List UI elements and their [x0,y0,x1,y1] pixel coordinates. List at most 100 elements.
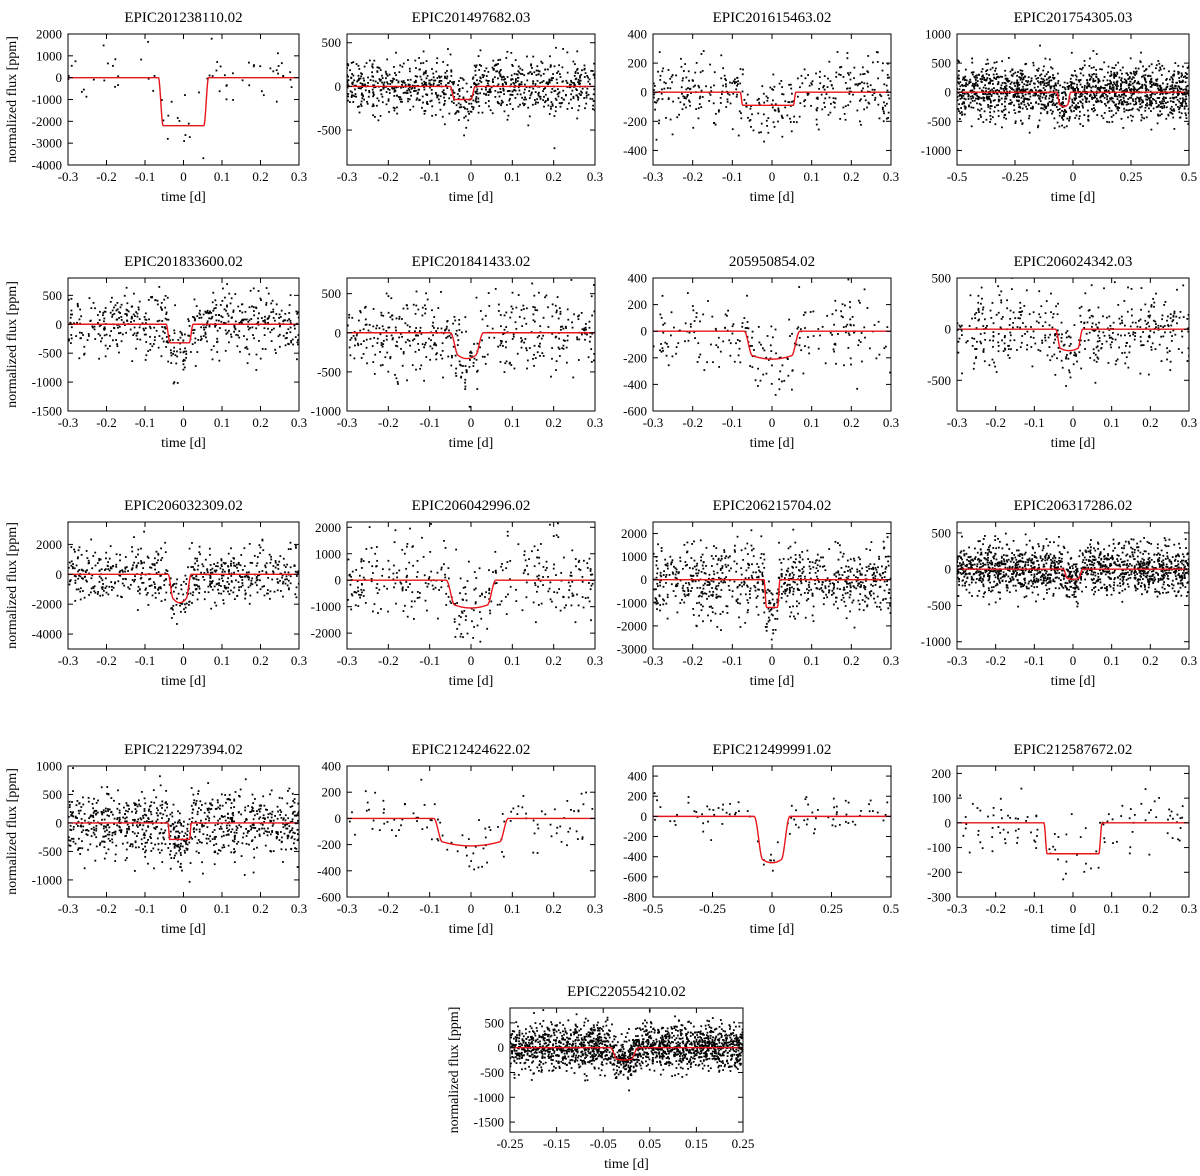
data-point [484,102,487,104]
data-point [182,368,185,371]
data-point [435,344,438,347]
data-point [867,71,870,74]
data-point [264,348,267,350]
data-point [993,110,996,113]
data-point [92,586,95,588]
data-point [208,74,211,77]
data-point [1005,77,1008,80]
data-point [553,65,556,68]
data-point [1102,331,1105,334]
data-point [173,346,176,349]
data-point [402,351,405,353]
data-point [476,370,478,373]
data-point [959,81,962,84]
data-point [453,95,456,98]
data-point [103,317,106,320]
data-point [506,118,509,121]
data-point [981,78,984,81]
data-point [524,83,526,86]
data-point [593,284,595,286]
data-point [404,91,407,94]
data-point [398,336,400,339]
data-point [241,322,243,324]
data-point [464,107,466,110]
data-point [967,95,970,98]
data-point [492,67,495,70]
data-point [1132,115,1134,118]
data-point [162,340,165,343]
data-point [593,353,595,355]
data-point [859,120,861,123]
data-point [1127,286,1129,289]
data-point [456,334,459,337]
data-point [1131,321,1134,324]
data-point [1171,93,1174,96]
data-point [982,350,985,352]
data-point [972,84,974,87]
data-point [1081,98,1084,101]
data-point [494,288,497,290]
data-point [125,286,128,289]
data-point [387,295,390,298]
data-point [1150,77,1153,80]
data-point [847,72,849,75]
data-point [1043,82,1046,85]
data-point [466,108,469,110]
data-point [556,82,559,84]
data-point [556,88,559,91]
data-point [957,96,959,98]
data-point [470,110,473,113]
data-point [1174,333,1177,336]
data-point [491,80,494,83]
data-point [1017,71,1019,73]
data-point [182,363,185,366]
data-point [431,325,434,327]
data-point [559,313,562,315]
data-point [173,329,176,332]
data-point [237,334,239,337]
data-point [371,66,374,69]
data-point [1106,84,1108,87]
data-point [579,76,581,79]
data-point [206,571,209,574]
data-point [981,75,983,78]
data-point [1019,326,1022,329]
data-point [171,338,174,341]
data-point [580,311,583,314]
data-point [146,555,149,558]
data-point [145,322,147,325]
data-point [365,323,368,326]
data-point [1134,100,1137,103]
data-point [819,82,822,85]
data-point [1103,92,1106,95]
data-point [820,93,823,96]
data-point [777,107,780,110]
data-point [445,327,448,330]
data-point [1047,81,1050,84]
data-point [1178,81,1181,84]
data-point [416,97,419,100]
data-point [449,53,452,56]
data-point [818,87,821,90]
data-point [469,359,471,361]
data-point [558,307,561,310]
panel-title: EPIC201497682.03 [412,10,531,26]
data-point [438,101,441,104]
data-point [202,313,205,316]
data-point [565,93,567,96]
data-point [510,311,513,314]
data-point [1044,75,1046,78]
data-point [514,97,517,99]
data-point [411,364,414,367]
data-point [584,107,586,110]
data-point [475,96,478,98]
data-point [1131,93,1134,96]
data-point [533,364,535,367]
data-point [385,103,388,106]
data-point [1092,104,1095,106]
data-point [457,97,460,100]
data-point [448,334,451,337]
y-tick-label: 0 [56,317,63,332]
data-point [401,100,403,103]
data-point [792,100,795,102]
